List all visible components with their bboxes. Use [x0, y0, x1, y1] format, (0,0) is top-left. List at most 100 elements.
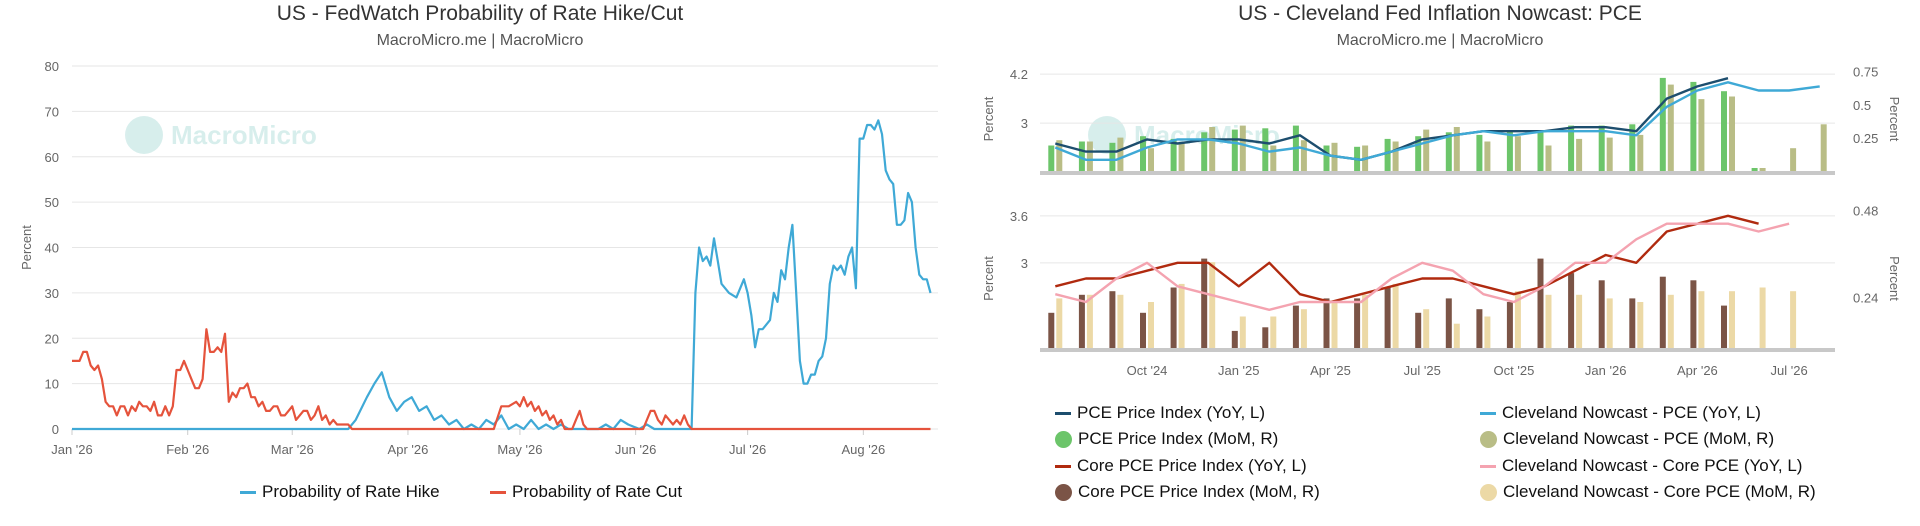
bar-cleveland-nowcast-pce-mom-r-2026-06: [1759, 168, 1766, 172]
legend-item-nowcast-core-pce-mom[interactable]: Cleveland Nowcast - Core PCE (MoM, R): [1480, 482, 1816, 502]
right-axis-title-top: Percent: [1887, 97, 1902, 142]
y-tick-label-70: 70: [45, 104, 59, 119]
y-tick-label-10: 10: [45, 377, 59, 392]
right-tick-top-0-5: 0.5: [1853, 98, 1871, 113]
x-tick-label-aug-26: Aug '26: [842, 442, 886, 457]
legend-item-core-pce-mom[interactable]: Core PCE Price Index (MoM, R): [1055, 482, 1320, 502]
legend-swatch-core-pce-yoy: [1055, 464, 1071, 468]
bar-pce-price-index-mom-r-2024-12: [1201, 132, 1208, 173]
right-tick-bottom-0-48: 0.48: [1853, 204, 1878, 219]
bar-cleveland-nowcast-pce-mom-r-2026-07: [1790, 148, 1797, 172]
legend-item-rate-hike[interactable]: Probability of Rate Hike: [240, 482, 440, 502]
legend-item-pce-yoy[interactable]: PCE Price Index (YoY, L): [1055, 403, 1265, 423]
bar-cleveland-nowcast-core-pce-mom-r-2024-11: [1178, 283, 1185, 349]
y-tick-label-30: 30: [45, 286, 59, 301]
bar-pce-price-index-mom-r-2026-02: [1629, 124, 1636, 172]
y-tick-label-60: 60: [45, 150, 59, 165]
legend-item-nowcast-pce-mom[interactable]: Cleveland Nowcast - PCE (MoM, R): [1480, 429, 1774, 449]
x-tick-label-jan-26: Jan '26: [1585, 363, 1627, 378]
bar-cleveland-nowcast-core-pce-mom-r-2024-07: [1056, 298, 1063, 349]
bar-core-pce-price-index-mom-r-2025-06: [1384, 287, 1391, 349]
fedwatch-chart-svg: 0 10 20 30 40 50 60 70 80 Jan '26 Feb '26 Mar '26 Ap…: [19, 59, 938, 457]
legend-item-nowcast-core-pce-yoy[interactable]: Cleveland Nowcast - Core PCE (YoY, L): [1480, 456, 1802, 476]
x-tick-label-may-26: May '26: [497, 442, 542, 457]
left-axis-title-top: Percent: [981, 96, 996, 141]
series-line-cleveland-nowcast-pce-yoy-l: [1054, 81, 1820, 161]
legend-item-nowcast-pce-yoy[interactable]: Cleveland Nowcast - PCE (YoY, L): [1480, 403, 1761, 423]
bar-cleveland-nowcast-pce-mom-r-2024-11: [1178, 142, 1185, 172]
series-line-pce-price-index-yoy-l: [1054, 77, 1729, 161]
x-tick-label-apr-25: Apr '25: [1310, 363, 1351, 378]
x-tick-label-jul-25: Jul '25: [1404, 363, 1441, 378]
bar-cleveland-nowcast-pce-mom-r-2024-07: [1056, 140, 1063, 172]
bar-pce-price-index-mom-r-2025-07: [1415, 136, 1422, 172]
legend-label-nowcast-pce-yoy: Cleveland Nowcast - PCE (YoY, L): [1502, 403, 1761, 422]
bar-pce-price-index-mom-r-2026-01: [1598, 125, 1605, 172]
bar-core-pce-price-index-mom-r-2025-08: [1445, 298, 1452, 349]
bar-cleveland-nowcast-core-pce-mom-r-2024-10: [1148, 302, 1154, 349]
bar-core-pce-price-index-mom-r-2025-02: [1262, 327, 1269, 349]
y-tick-label-80: 80: [45, 59, 59, 74]
bar-cleveland-nowcast-core-pce-mom-r-2025-06: [1392, 283, 1399, 349]
series-line-cleveland-nowcast-core-pce-yoy-l: [1055, 222, 1790, 311]
bar-cleveland-nowcast-core-pce-mom-r-2026-04: [1698, 291, 1705, 349]
x-tick-label-jul-26: Jul '26: [1771, 363, 1808, 378]
bar-pce-price-index-mom-r-2025-06: [1384, 138, 1391, 172]
series-line-core-pce-price-index-yoy-l: [1055, 214, 1759, 304]
legend-item-rate-cut[interactable]: Probability of Rate Cut: [490, 482, 682, 502]
left-tick-bottom-3: 3: [1021, 256, 1028, 271]
legend-item-pce-mom[interactable]: PCE Price Index (MoM, R): [1055, 429, 1278, 449]
x-tick-label-feb-26: Feb '26: [166, 442, 209, 457]
bar-core-pce-price-index-mom-r-2026-01: [1598, 280, 1605, 349]
legend-swatch-nowcast-core-pce-yoy: [1480, 464, 1496, 468]
legend-swatch-core-pce-mom: [1055, 483, 1072, 501]
right-tick-bottom-0-24: 0.24: [1853, 290, 1878, 305]
fedwatch-chart-title: US - FedWatch Probability of Rate Hike/C…: [276, 2, 684, 25]
left-tick-bottom-3-6: 3.6: [1010, 209, 1028, 224]
bar-core-pce-price-index-mom-r-2024-11: [1170, 287, 1177, 349]
bar-core-pce-price-index-mom-r-2025-04: [1323, 298, 1330, 349]
bar-cleveland-nowcast-pce-mom-r-2024-09: [1117, 137, 1124, 172]
legend-swatch-nowcast-pce-yoy: [1480, 411, 1496, 415]
bar-cleveland-nowcast-pce-mom-r-2025-08: [1453, 127, 1460, 172]
bar-core-pce-price-index-mom-r-2026-04: [1690, 280, 1697, 349]
fedwatch-chart-subtitle: MacroMicro.me | MacroMicro: [376, 32, 584, 49]
bar-core-pce-price-index-mom-r-2025-05: [1354, 298, 1361, 349]
bar-pce-price-index-mom-r-2024-08: [1078, 141, 1085, 172]
bar-cleveland-nowcast-core-pce-mom-r-2025-01: [1239, 316, 1246, 349]
bar-cleveland-nowcast-pce-mom-r-2025-03: [1300, 140, 1307, 172]
bar-pce-price-index-mom-r-2024-07: [1048, 145, 1055, 172]
legend-label-nowcast-pce-mom: Cleveland Nowcast - PCE (MoM, R): [1503, 429, 1775, 448]
legend-swatch-pce-yoy: [1055, 411, 1071, 415]
bar-core-pce-price-index-mom-r-2026-02: [1629, 298, 1636, 349]
bar-cleveland-nowcast-core-pce-mom-r-2026-07: [1790, 291, 1797, 349]
bar-cleveland-nowcast-pce-mom-r-2026-04: [1698, 99, 1705, 172]
bar-cleveland-nowcast-core-pce-mom-r-2025-10: [1514, 291, 1521, 349]
bar-core-pce-price-index-mom-r-2025-01: [1231, 330, 1238, 349]
bar-core-pce-price-index-mom-r-2024-08: [1078, 294, 1085, 349]
x-tick-label-oct-24: Oct '24: [1127, 363, 1168, 378]
x-tick-label-mar-26: Mar '26: [271, 442, 314, 457]
bar-cleveland-nowcast-pce-mom-r-2025-06: [1392, 141, 1399, 172]
bar-cleveland-nowcast-core-pce-mom-r-2025-03: [1300, 309, 1307, 349]
x-tick-label-apr-26: Apr '26: [388, 442, 429, 457]
fedwatch-chart-panel: US - FedWatch Probability of Rate Hike/C…: [19, 2, 938, 502]
bar-cleveland-nowcast-core-pce-mom-r-2025-12: [1576, 294, 1583, 349]
y-tick-label-40: 40: [45, 241, 59, 256]
watermark-logo: MacroMicro: [125, 116, 317, 154]
bar-cleveland-nowcast-pce-mom-r-2025-02: [1270, 145, 1277, 172]
x-tick-label-jun-26: Jun '26: [615, 442, 657, 457]
legend-label-pce-yoy: PCE Price Index (YoY, L): [1077, 403, 1266, 422]
bar-pce-price-index-mom-r-2025-12: [1568, 125, 1575, 172]
bar-core-pce-price-index-mom-r-2024-12: [1201, 258, 1208, 349]
bar-cleveland-nowcast-pce-mom-r-2024-08: [1086, 141, 1093, 172]
bar-core-pce-price-index-mom-r-2025-07: [1415, 312, 1422, 349]
bar-cleveland-nowcast-pce-mom-r-2025-01: [1239, 125, 1246, 172]
legend-item-core-pce-yoy[interactable]: Core PCE Price Index (YoY, L): [1055, 456, 1307, 476]
bar-cleveland-nowcast-core-pce-mom-r-2025-04: [1331, 302, 1338, 349]
bar-pce-price-index-mom-r-2026-03: [1659, 77, 1666, 172]
y-tick-label-20: 20: [45, 331, 59, 346]
y-tick-label-0: 0: [52, 422, 59, 437]
bar-cleveland-nowcast-core-pce-mom-r-2026-03: [1667, 294, 1674, 349]
bar-core-pce-price-index-mom-r-2025-12: [1568, 273, 1575, 349]
